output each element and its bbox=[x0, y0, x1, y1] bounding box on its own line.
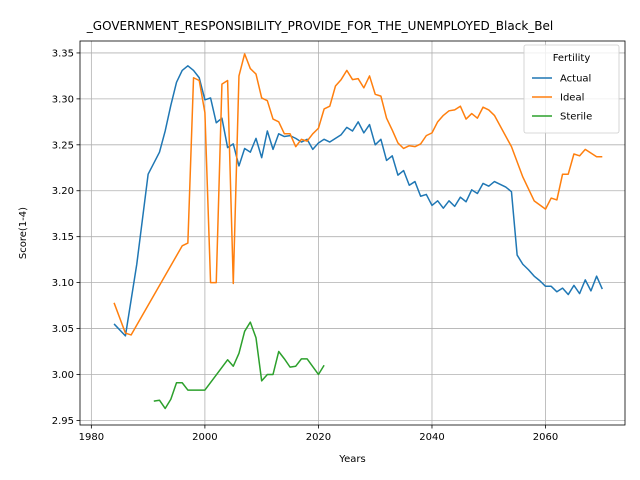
y-tick-label: 3.30 bbox=[52, 94, 74, 105]
legend-box bbox=[523, 44, 620, 134]
legend-title: Fertility bbox=[553, 53, 591, 64]
x-tick-label: 1980 bbox=[79, 432, 104, 443]
series-lines bbox=[113, 53, 603, 410]
y-tick-label: 3.00 bbox=[52, 370, 74, 381]
y-tick-label: 3.20 bbox=[52, 186, 74, 197]
series-line-actual bbox=[113, 65, 603, 337]
x-tick-label: 2000 bbox=[192, 432, 217, 443]
legend-label-ideal: Ideal bbox=[560, 93, 584, 104]
legend-items: Actual Ideal Sterile bbox=[532, 74, 592, 123]
x-tick-label: 2040 bbox=[419, 432, 444, 443]
x-axis-label: Years bbox=[338, 454, 365, 465]
y-tick-label: 3.35 bbox=[52, 48, 74, 59]
legend: Fertility Actual Ideal Sterile bbox=[523, 44, 620, 134]
plot-frame bbox=[79, 40, 626, 426]
y-tick-label: 3.15 bbox=[52, 232, 74, 243]
series-line-sterile bbox=[153, 321, 325, 410]
y-tick-label: 3.10 bbox=[52, 278, 74, 289]
series-line-ideal bbox=[113, 53, 603, 336]
axis-ticks: 1980 2000 2020 2040 2060 2.95 3.00 3.05 3.10 3.15… bbox=[52, 48, 559, 443]
y-tick-label: 2.95 bbox=[52, 416, 74, 427]
x-tick-label: 2020 bbox=[306, 432, 331, 443]
y-tick-label: 3.25 bbox=[52, 140, 74, 151]
chart-title: _GOVERNMENT_RESPONSIBILITY_PROVIDE_FOR_T… bbox=[86, 19, 553, 33]
x-tick-label: 2060 bbox=[533, 432, 558, 443]
legend-label-sterile: Sterile bbox=[560, 112, 592, 123]
y-axis-label: Score(1-4) bbox=[18, 207, 29, 259]
legend-label-actual: Actual bbox=[560, 74, 591, 85]
y-tick-label: 3.05 bbox=[52, 324, 74, 335]
